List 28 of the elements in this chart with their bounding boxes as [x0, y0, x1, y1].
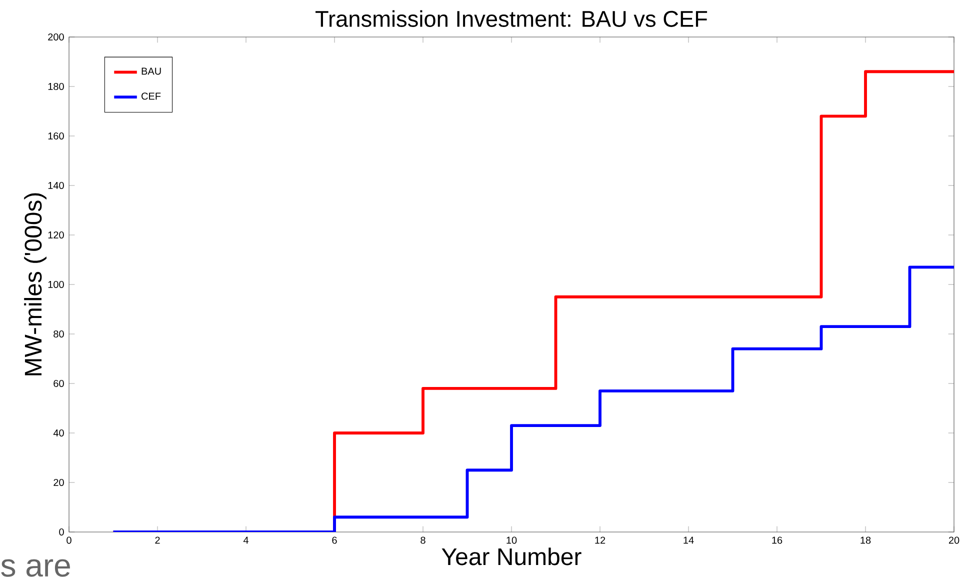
y-tick-label: 20 — [54, 478, 64, 486]
y-tick-label: 200 — [48, 33, 64, 41]
y-tick-label: 100 — [48, 280, 64, 288]
x-tick-label: 2 — [155, 536, 160, 544]
y-tick-label: 0 — [59, 528, 64, 536]
y-tick-label: 40 — [53, 429, 64, 437]
chart-title: Transmission Investment: BAU vs CEF — [316, 10, 708, 27]
legend-label: CEF — [142, 92, 161, 100]
x-tick-label: 18 — [860, 536, 871, 544]
x-tick-label: 20 — [948, 536, 960, 544]
x-tick-label: 8 — [420, 536, 426, 544]
x-tick-label: 10 — [506, 536, 517, 544]
x-tick-label: 12 — [595, 536, 606, 544]
y-tick-label: 140 — [48, 182, 64, 190]
y-tick-label: 120 — [48, 231, 64, 239]
y-tick-label: 80 — [54, 330, 64, 338]
x-tick-label: 14 — [684, 536, 694, 544]
x-tick-label: 4 — [243, 536, 248, 544]
y-tick-label: 160 — [48, 132, 64, 140]
legend-label: BAU — [142, 68, 161, 75]
y-tick-label: 180 — [48, 82, 64, 90]
text: s are — [1, 559, 70, 577]
x-axis-title: Year Number — [442, 548, 582, 566]
y-axis-title: MW-miles ('000s) — [24, 193, 46, 376]
x-tick-label: 0 — [66, 536, 72, 544]
x-tick-label: 16 — [772, 536, 782, 544]
x-tick-label: 6 — [332, 536, 337, 544]
y-tick-label: 60 — [54, 380, 64, 388]
